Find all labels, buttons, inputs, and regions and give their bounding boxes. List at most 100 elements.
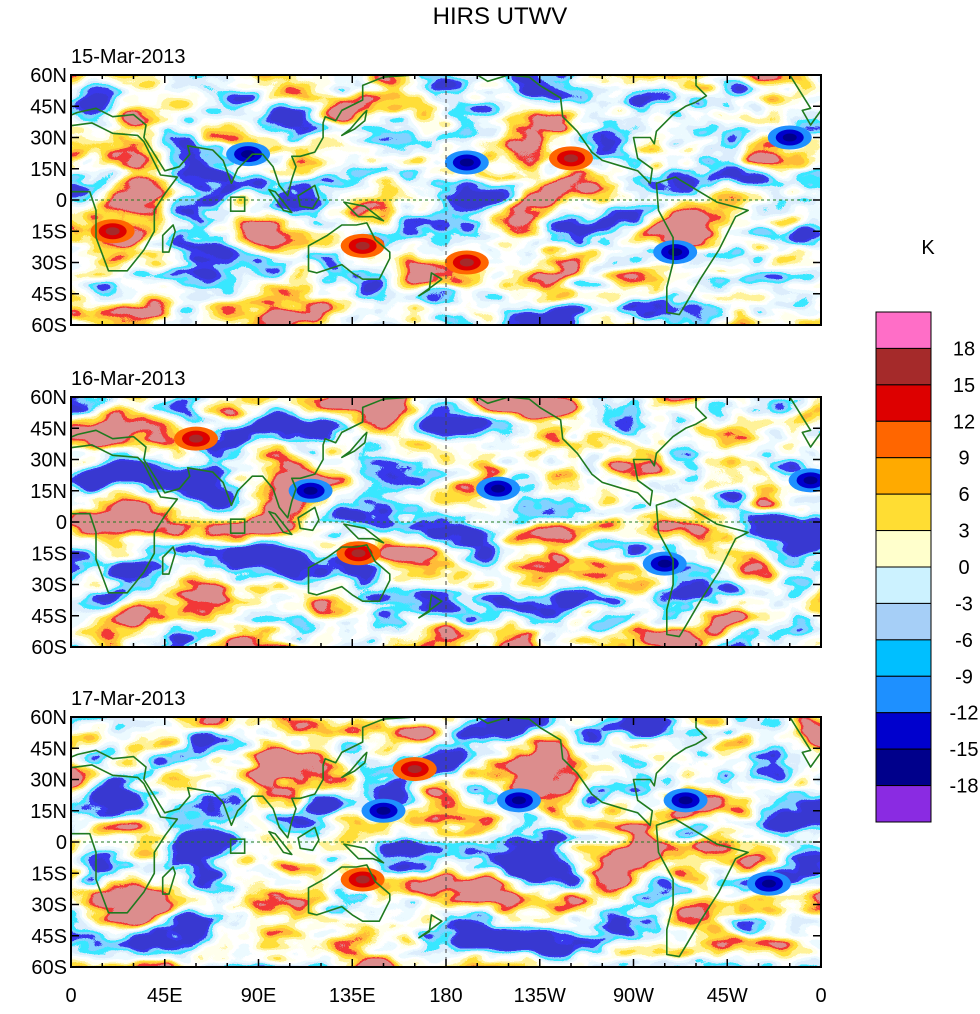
coastline-samerica [655,176,749,316]
coastline-nz [418,594,443,619]
negative-anomaly-mark [444,150,489,175]
latitude-tick-label: 15N [30,801,67,823]
colorbar-tick-label: 12 [953,411,975,433]
colorbar-swatch [875,311,932,349]
figure-title: HIRS UTWV [433,3,568,30]
latitude-tick-label: 0 [56,190,67,212]
latitude-tick-label: 60N [30,65,67,87]
negative-anomaly-mark [496,788,541,813]
negative-anomaly-mark [361,798,406,823]
coastline-africa [71,764,179,914]
coastline-samerica [655,818,749,958]
coastline-africa [71,444,179,594]
latitude-tick-label: 45N [30,96,67,118]
latitude-tick-label: 30N [30,450,67,472]
coastlines [71,717,821,958]
colorbar-swatch [875,748,932,787]
latitude-tick-label: 30S [31,575,67,597]
positive-anomaly-mark [90,219,135,244]
colorbar-swatch [875,384,932,422]
reference-box [229,196,246,212]
colorbar-tick-label: 3 [958,521,969,543]
negative-anomaly-mark [226,142,271,167]
colorbar-swatch [875,566,932,604]
coastline-australia [307,864,391,922]
negative-anomaly-mark [642,551,687,576]
negative-anomaly-mark [288,478,333,503]
panel-date-label: 15-Mar-2013 [71,46,186,68]
latitude-tick-label: 30S [31,895,67,917]
positive-anomaly-mark [444,250,489,275]
latitude-tick-label: 45N [30,738,67,760]
coastline-india_wrap [789,397,821,448]
colorbar-tick-label: 0 [958,557,969,579]
reference-box [229,518,246,534]
latitude-tick-label: 15N [30,159,67,181]
panel-date-label: 16-Mar-2013 [71,368,186,390]
latitude-tick-label: 15S [31,221,67,243]
colorbar-swatch [875,347,932,386]
longitude-tick-label: 45E [147,985,183,1007]
negative-anomaly-mark [767,125,812,150]
coastline-africa [71,122,179,272]
longitude-tick-label: 135E [329,985,376,1007]
latitude-tick-label: 30S [31,253,67,275]
colorbar: 18 15 12 9 6 3 0 -3 -6 -9 -12 -15 -18 [875,311,979,823]
positive-anomaly-mark [392,757,437,782]
panel-date-label: 17-Mar-2013 [71,688,186,710]
latitude-tick-label: 15S [31,543,67,565]
latitude-tick-label: 60N [30,707,67,729]
colorbar-swatch [875,420,932,459]
coastline-madagascar [161,866,176,895]
positive-anomaly-mark [174,426,218,451]
coastline-borneo [297,184,320,210]
colorbar-tick-label: -9 [955,666,973,688]
coastline-madagascar [161,224,176,253]
coastline-namerica [476,397,708,507]
positive-anomaly-mark [340,233,385,258]
latitude-tick-label: 15S [31,863,67,885]
longitude-tick-label: 0 [815,985,826,1007]
colorbar-unit-label: K [921,237,935,259]
coastline-japan [341,431,368,459]
longitude-tick-label: 135W [514,985,566,1007]
colorbar-tick-label: -6 [955,630,973,652]
latitude-tick-label: 0 [56,832,67,854]
coastline-borneo [297,506,320,532]
coastlines [71,75,821,316]
colorbar-tick-label: -15 [950,739,979,761]
coastline-borneo [297,826,320,852]
latitude-tick-label: 45S [31,284,67,306]
colorbar-swatch [875,530,932,568]
longitude-axis-labels: 0 45E 90E 135E 180 135W 90W 45W 0 [65,985,826,1007]
latitude-tick-label: 60S [31,957,67,979]
latitude-tick-label: 60S [31,637,67,659]
colorbar-swatch [875,602,932,641]
negative-anomaly-mark [788,468,821,493]
longitude-tick-label: 45W [707,985,748,1007]
colorbar-tick-label: 9 [958,448,969,470]
colorbar-swatch [875,675,932,714]
colorbar-tick-label: -12 [950,703,979,725]
latitude-tick-label: 30N [30,128,67,150]
negative-anomaly-mark [746,871,791,896]
colorbar-tick-label: -18 [950,776,979,798]
colorbar-tick-label: 18 [953,338,975,360]
positive-anomaly-mark [336,541,381,566]
colorbar-swatch [875,712,932,750]
latitude-tick-label: 60N [30,387,67,409]
coastlines [71,397,821,638]
coastline-samerica [655,498,749,638]
coastline-nz [418,914,443,939]
latitude-tick-label: 0 [56,512,67,534]
colorbar-swatch [875,785,932,823]
coastline-newguinea [343,843,385,864]
coastline-eurasia [71,397,426,519]
longitude-tick-label: 0 [65,985,76,1007]
colorbar-swatch [875,639,932,677]
coastline-sumatra [268,830,293,856]
